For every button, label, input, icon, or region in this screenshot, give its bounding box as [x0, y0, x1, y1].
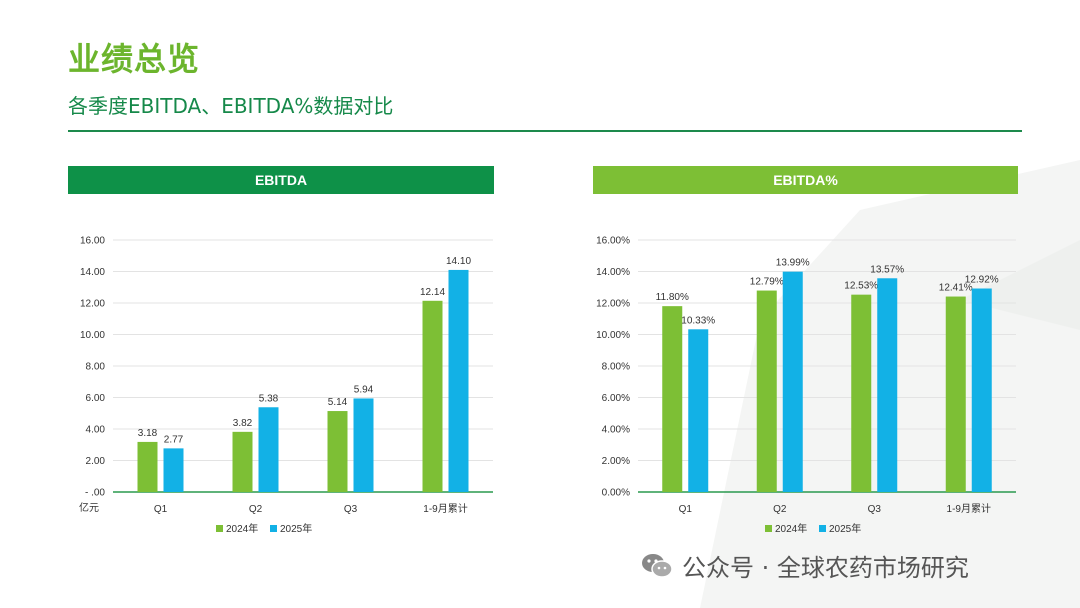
y-tick-label: 14.00%: [596, 267, 630, 278]
bar-2025: [782, 271, 803, 492]
x-tick-label: 1-9月累计: [947, 502, 991, 515]
y-tick-label: 2.00: [86, 456, 106, 467]
watermark-text: 公众号 · 全球农药市场研究: [682, 554, 969, 582]
data-label: 2.77: [164, 434, 184, 445]
data-label: 5.94: [354, 384, 374, 395]
data-label: 12.41%: [939, 283, 973, 294]
y-tick-label: - .00: [85, 488, 105, 499]
bar-2025: [353, 398, 374, 492]
data-label: 12.53%: [844, 281, 878, 292]
data-label: 5.38: [259, 393, 279, 404]
y-tick-label: 8.00%: [602, 362, 630, 373]
legend-label: 2024年: [226, 522, 258, 535]
y-tick-label: 4.00%: [602, 425, 630, 436]
bar-2024: [327, 411, 348, 492]
y-tick-label: 10.00%: [596, 330, 630, 341]
y-tick-label: 16.00%: [596, 236, 630, 247]
bar-2024: [232, 431, 253, 492]
data-label: 13.99%: [776, 258, 810, 269]
bar-2024: [851, 294, 872, 492]
watermark: 公众号 · 全球农药市场研究: [640, 548, 969, 583]
bar-2024: [422, 300, 443, 492]
ebitda-pct-panel-header: EBITDA%: [593, 166, 1018, 194]
data-label: 13.57%: [870, 264, 904, 275]
legend-swatch-2025: [819, 525, 826, 532]
x-tick-label: Q1: [154, 504, 168, 515]
y-tick-label: 16.00: [80, 236, 105, 247]
y-tick-label: 14.00: [80, 267, 105, 278]
data-label: 12.79%: [750, 277, 784, 288]
legend-swatch-2025: [270, 525, 277, 532]
bar-2024: [662, 306, 683, 492]
legend-swatch-2024: [765, 525, 772, 532]
page-title: 业绩总览: [68, 40, 201, 78]
y-tick-label: 6.00%: [602, 393, 630, 404]
bar-2024: [137, 441, 158, 492]
y-tick-label: 6.00: [86, 393, 106, 404]
ebitda-panel-header: EBITDA: [68, 166, 494, 194]
y-tick-label: 2.00%: [602, 456, 630, 467]
x-tick-label: Q1: [679, 504, 693, 515]
data-label: 12.92%: [965, 275, 999, 286]
bar-2025: [688, 329, 709, 492]
bar-2024: [756, 290, 777, 492]
legend-label: 2024年: [775, 522, 807, 535]
y-tick-label: 12.00: [80, 299, 105, 310]
data-label: 3.18: [138, 428, 158, 439]
x-tick-label: Q2: [249, 504, 263, 515]
legend-swatch-2024: [216, 525, 223, 532]
y-tick-label: 8.00: [86, 362, 106, 373]
data-label: 14.10: [446, 256, 471, 267]
y-tick-label: 12.00%: [596, 299, 630, 310]
data-label: 3.82: [233, 418, 253, 429]
bar-2025: [258, 407, 279, 492]
ebitda-pct-bar-chart: 0.00% 2.00% 4.00% 6.00% 8.00% 10.00% 12.00% 14.…: [596, 236, 1016, 535]
data-label: 11.80%: [656, 292, 689, 303]
x-tick-label: Q2: [773, 504, 787, 515]
wechat-icon: [642, 553, 673, 578]
bar-2025: [448, 269, 469, 492]
ebitda-bar-chart: - .00 2.00 4.00 6.00 8.00 10.00 12.00 14.00 16.0…: [79, 236, 493, 535]
x-tick-label: Q3: [344, 504, 358, 515]
data-label: 5.14: [328, 397, 348, 408]
y-tick-label: 4.00: [86, 425, 106, 436]
x-tick-label: Q3: [868, 504, 882, 515]
y-tick-label: 10.00: [80, 330, 105, 341]
bar-2025: [163, 448, 184, 492]
data-label: 12.14: [420, 287, 445, 298]
bar-2024: [945, 296, 966, 492]
y-unit-label: 亿元: [79, 501, 99, 514]
y-tick-label: 0.00%: [602, 488, 630, 499]
legend-label: 2025年: [280, 522, 312, 535]
legend-label: 2025年: [829, 522, 861, 535]
bar-2025: [877, 278, 898, 492]
title-divider: [68, 130, 1022, 132]
page-subtitle: 各季度EBITDA、EBITDA%数据对比: [68, 94, 394, 118]
data-label: 10.33%: [681, 315, 715, 326]
bar-2025: [971, 288, 992, 492]
x-tick-label: 1-9月累计: [423, 502, 467, 515]
